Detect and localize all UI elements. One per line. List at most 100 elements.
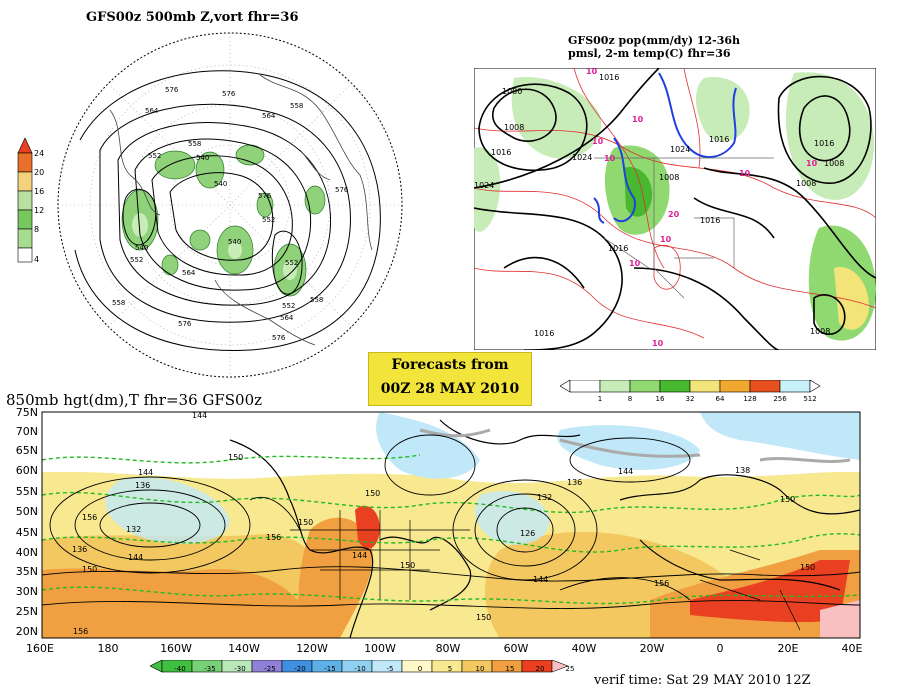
isobar-label: 1008 (796, 179, 816, 188)
temp-label: 10 (629, 259, 641, 268)
hgt-map: 75N 70N 65N 60N 55N 50N 45N 40N 35N 30N … (16, 406, 863, 655)
colorbar-label: 8 (628, 395, 632, 403)
lon-label: 20E (778, 642, 799, 655)
colorbar-left-arrow (150, 660, 163, 673)
temp-label: 20 (668, 210, 680, 219)
contour-label: 576 (335, 186, 349, 194)
contour-label: 144 (352, 551, 367, 560)
temp-label: 10 (652, 339, 664, 348)
isobar-label: 1016 (608, 244, 628, 253)
isobar-label: 1016 (709, 135, 729, 144)
colorbar-label: 24 (34, 149, 44, 158)
contour-label: 558 (310, 296, 323, 304)
isobar-label: 1008 (810, 327, 830, 336)
contour-label: 552 (148, 152, 161, 160)
colorbar-label: 20 (536, 665, 545, 673)
lat-label: 60N (16, 464, 38, 477)
colorbar-label: -20 (294, 665, 305, 673)
lat-label: 20N (16, 625, 38, 638)
contour-label: 552 (130, 256, 143, 264)
colorbar-label: 15 (506, 665, 515, 673)
colorbar-left-arrow (560, 380, 571, 393)
contour-label: 576 (258, 192, 272, 200)
colorbar-label: 32 (686, 395, 695, 403)
contour-label: 144 (618, 467, 633, 476)
contour-label: 144 (138, 468, 153, 477)
vorticity-max (132, 213, 297, 280)
contour-label: 558 (112, 299, 125, 307)
contour-label: 136 (72, 545, 87, 554)
colorbar-label: 512 (803, 395, 816, 403)
colorbar-label: 25 (566, 665, 575, 673)
lon-label: 80W (436, 642, 461, 655)
isobar-label: 1024 (670, 145, 690, 154)
isobar-label: 1016 (814, 139, 834, 148)
temp-colorbar: -40 -35 -30 -25 -20 -15 -10 -5 0 5 10 15… (150, 660, 575, 673)
contour-label: 540 (228, 238, 241, 246)
stamp-line1: Forecasts from (391, 357, 509, 373)
colorbar-label: 12 (34, 206, 44, 215)
contour-label: 156 (82, 513, 97, 522)
contour-label: 564 (182, 269, 196, 277)
contour-label: 156 (654, 579, 669, 588)
lon-label: 180 (98, 642, 119, 655)
colorbar-label: -5 (387, 665, 394, 673)
contour-label: 540 (214, 180, 227, 188)
colorbar-label: 1 (598, 395, 602, 403)
isobar-label: 1016 (599, 73, 619, 82)
contour-label: 150 (298, 518, 313, 527)
colorbar-label: -10 (354, 665, 365, 673)
verif-time: verif time: Sat 29 MAY 2010 12Z (594, 673, 811, 688)
temp-label: 10 (660, 235, 672, 244)
contour-label: 150 (82, 565, 97, 574)
contour-label: 144 (533, 575, 548, 584)
lat-label: 45N (16, 526, 38, 539)
contour-label: 150 (800, 563, 815, 572)
contour-label: 552 (282, 302, 295, 310)
colorbar-label: 8 (34, 225, 39, 234)
isobars (474, 68, 876, 350)
pop-colorbar: 1 8 16 32 64 128 256 512 (560, 380, 821, 403)
colorbar-label: 20 (34, 168, 44, 177)
contour-label: 136 (567, 478, 582, 487)
contour-label: 558 (188, 140, 201, 148)
isobar-labels: 1000 1008 1016 1024 1016 1024 1008 1024 … (474, 73, 844, 338)
vorticity-shading (121, 144, 326, 297)
contour-label: 552 (285, 259, 298, 267)
lat-label: 70N (16, 425, 38, 438)
isobar-label: 1024 (474, 181, 494, 190)
contour-label: 156 (73, 627, 88, 636)
lon-label: 20W (640, 642, 665, 655)
political-borders (290, 510, 801, 631)
temperature-contours (474, 68, 876, 339)
lon-label: 160E (26, 642, 54, 655)
vort-contour-labels: 576 576 564 564 558 552 540 540 540 552 … (112, 86, 349, 342)
isobar-label: 1016 (491, 148, 511, 157)
colorbar-label: 0 (418, 665, 422, 673)
political-borders (594, 157, 774, 299)
contour-label: 576 (178, 320, 192, 328)
lon-label: 0 (717, 642, 724, 655)
colorbar-right-arrow (809, 380, 821, 393)
contour-label: 144 (128, 553, 143, 562)
pop-panel-title: GFS00z pop(mm/dy) 12-36h pmsl, 2-m temp(… (568, 34, 740, 60)
vort-colorbar: 24 20 16 12 8 4 (17, 137, 44, 264)
hgt-map-frame (41, 411, 861, 639)
colorbar-label: 16 (656, 395, 665, 403)
lon-label: 40W (572, 642, 597, 655)
lat-label: 25N (16, 605, 38, 618)
isobar-label: 1024 (572, 153, 592, 162)
lon-label: 160W (160, 642, 192, 655)
contour-label: 136 (135, 481, 150, 490)
contour-label: 150 (476, 613, 491, 622)
vort-panel-title: GFS00z 500mb Z,vort fhr=36 (86, 10, 299, 25)
colorbar-right-arrow (551, 660, 569, 673)
contour-label: 540 (196, 154, 209, 162)
coastlines (109, 74, 373, 346)
lat-label: 30N (16, 585, 38, 598)
isobar-label: 1016 (700, 216, 720, 225)
contour-label: 564 (280, 314, 294, 322)
lon-label: 140W (228, 642, 260, 655)
colorbar-label: 128 (743, 395, 756, 403)
